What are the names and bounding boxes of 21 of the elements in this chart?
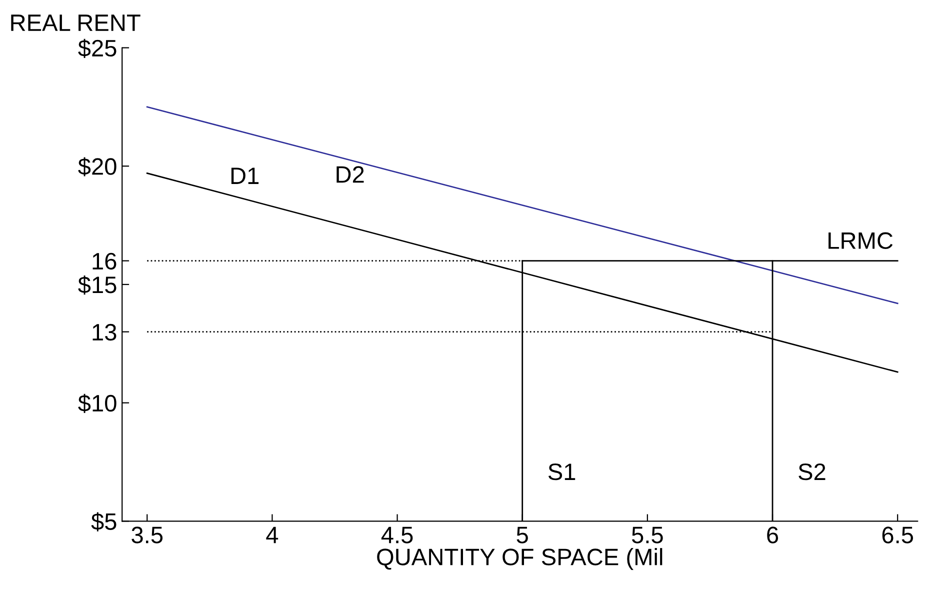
series-label: D2 [336,166,364,183]
x-tick-label: 6 [767,526,778,544]
y-tick-label: 16 [92,252,116,270]
x-tick-label: 5 [516,526,528,544]
x-tick-label: 6.5 [882,526,914,544]
y-tick-label: $5 [91,512,116,532]
y-axis-title: REAL RENT [11,14,140,31]
x-tick-label: 4 [266,526,278,544]
y-tick-label: $15 [78,276,116,295]
ref-line-label: S2 [798,463,826,480]
y-tick-label: $25 [78,38,116,58]
series-label: LRMC [828,232,893,250]
ref-line-label: S1 [548,463,576,480]
x-tick-label: 5.5 [632,526,663,544]
x-axis-title: QUANTITY OF SPACE (Mil [377,548,662,570]
y-tick-label: 13 [92,324,116,341]
y-tick-label: $20 [78,157,116,176]
x-tick-label: 4.5 [381,526,413,544]
series-label: D1 [231,168,259,184]
y-tick-label: $10 [78,394,116,414]
x-tick-label: 3.5 [132,526,163,544]
